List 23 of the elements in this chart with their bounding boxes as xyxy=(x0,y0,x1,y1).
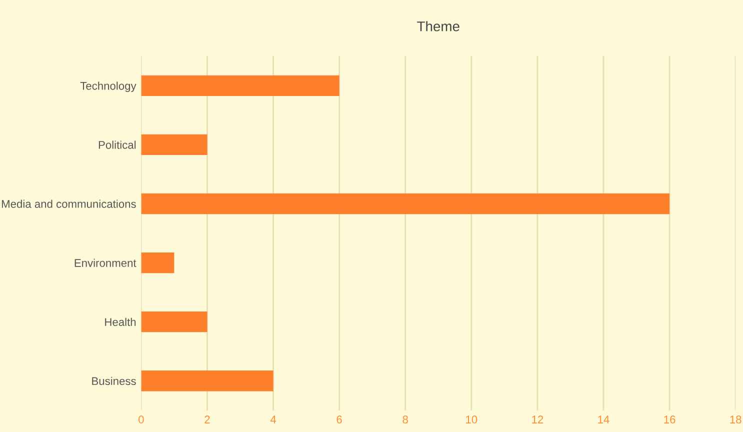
x-tick-label: 10 xyxy=(466,416,478,424)
x-tick-label: 16 xyxy=(664,416,676,424)
x-tick-label: 8 xyxy=(402,416,408,424)
y-tick-label: Health xyxy=(105,318,136,326)
x-tick-label: 12 xyxy=(532,416,544,424)
chart-title: Theme xyxy=(417,21,460,32)
x-tick-label: 18 xyxy=(730,416,742,424)
y-tick-label: Business xyxy=(92,376,136,386)
bar xyxy=(141,75,340,96)
x-tick-label: 6 xyxy=(336,416,342,424)
x-tick-label: 4 xyxy=(270,416,276,424)
x-tick-label: 2 xyxy=(204,416,210,424)
bar xyxy=(141,370,274,392)
bar xyxy=(141,134,208,156)
x-tick-label: 0 xyxy=(138,416,144,424)
bar xyxy=(141,252,174,274)
y-tick-label: Technology xyxy=(80,82,136,92)
x-tick-label: 14 xyxy=(598,416,610,424)
y-tick-label: Political xyxy=(98,140,136,149)
bar xyxy=(141,312,208,332)
bar xyxy=(141,193,670,214)
y-tick-label: Environment xyxy=(74,258,136,267)
y-tick-label: Media and communications xyxy=(2,200,136,208)
